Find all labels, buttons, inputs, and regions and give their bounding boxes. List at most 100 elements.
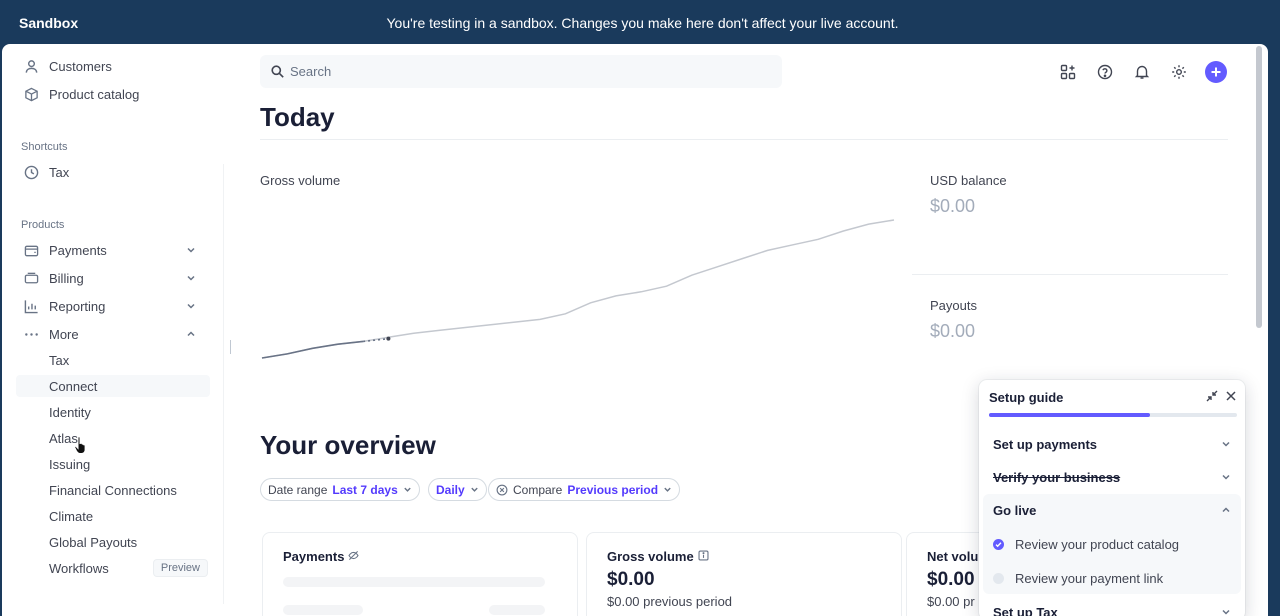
card-title-text: Payments bbox=[283, 549, 345, 564]
current-period-line bbox=[261, 340, 364, 359]
sidebar-subitem-identity[interactable]: Identity bbox=[49, 404, 91, 420]
search-placeholder: Search bbox=[290, 64, 332, 79]
net-volume-card-previous: $0.00 pr bbox=[927, 594, 975, 609]
collapse-icon[interactable] bbox=[1206, 389, 1218, 407]
sidebar-subitem-issuing[interactable]: Issuing bbox=[49, 456, 91, 472]
products-heading: Products bbox=[21, 219, 65, 231]
sidebar-subitem-climate[interactable]: Climate bbox=[49, 508, 94, 524]
current-period-projection bbox=[363, 337, 389, 343]
sandbox-message: You're testing in a sandbox. Changes you… bbox=[386, 15, 899, 31]
bell-icon[interactable] bbox=[1131, 61, 1153, 83]
chart-scroll-marker bbox=[230, 340, 231, 354]
chevron-down-icon bbox=[663, 485, 672, 494]
go-live-section bbox=[983, 494, 1241, 594]
sidebar-item-product-catalog[interactable]: Product catalog bbox=[2, 81, 212, 107]
sidebar-subitem-global-payouts[interactable]: Global Payouts bbox=[49, 534, 138, 550]
guide-task-label: Review your payment link bbox=[1015, 570, 1164, 586]
help-icon[interactable] bbox=[1094, 61, 1116, 83]
guide-group-set-up-payments[interactable]: Set up payments bbox=[993, 433, 1231, 455]
payments-card[interactable]: Payments bbox=[262, 532, 578, 616]
guide-task-review-product-catalog[interactable]: Review your product catalog bbox=[993, 533, 1179, 555]
interval-value: Daily bbox=[436, 482, 465, 497]
loading-skeleton bbox=[489, 605, 545, 615]
sidebar-item-payments[interactable]: Payments bbox=[2, 237, 212, 263]
sandbox-banner: Sandbox You're testing in a sandbox. Cha… bbox=[0, 0, 1280, 44]
net-volume-card-title: Net volu bbox=[927, 549, 979, 564]
card-title-text: Gross volume bbox=[607, 549, 694, 564]
eye-off-icon bbox=[348, 549, 360, 564]
chevron-down-icon[interactable] bbox=[183, 273, 199, 283]
header-actions bbox=[1057, 61, 1227, 83]
more-dots-icon bbox=[23, 326, 39, 342]
search-icon bbox=[271, 65, 284, 78]
setup-progress-fill bbox=[989, 413, 1151, 417]
guide-group-go-live[interactable]: Go live bbox=[993, 499, 1231, 521]
gross-volume-card[interactable]: Gross volume $0.00 $0.00 previous period bbox=[586, 532, 902, 616]
chevron-down-icon[interactable] bbox=[183, 245, 199, 255]
chevron-up-icon[interactable] bbox=[183, 329, 199, 339]
bar-chart-icon bbox=[23, 298, 39, 314]
preview-badge: Preview bbox=[152, 559, 208, 577]
sidebar-subitem-tax[interactable]: Tax bbox=[49, 352, 70, 368]
sidebar-item-tax-shortcut[interactable]: Tax bbox=[2, 159, 212, 185]
sidebar-item-label: Tax bbox=[49, 164, 70, 180]
info-icon[interactable] bbox=[698, 549, 709, 564]
chevron-down-icon bbox=[1221, 607, 1231, 616]
sidebar-subitem-connect[interactable]: Connect bbox=[16, 375, 210, 397]
clear-circle-icon[interactable] bbox=[496, 484, 508, 496]
chevron-down-icon bbox=[1221, 439, 1231, 449]
sandbox-tag: Sandbox bbox=[19, 15, 79, 31]
search-input[interactable]: Search bbox=[260, 55, 782, 88]
title-divider bbox=[260, 139, 1228, 140]
sidebar-item-billing[interactable]: Billing bbox=[2, 265, 212, 291]
guide-group-label: Go live bbox=[993, 502, 1037, 518]
loading-skeleton bbox=[283, 605, 363, 615]
sidebar-divider bbox=[223, 164, 224, 604]
date-range-filter[interactable]: Date range Last 7 days bbox=[260, 478, 420, 501]
box-icon bbox=[23, 86, 39, 102]
page-scrollbar[interactable] bbox=[1256, 46, 1262, 328]
apps-icon[interactable] bbox=[1057, 61, 1079, 83]
sidebar-subitem-workflows[interactable]: Workflows Preview bbox=[16, 557, 210, 579]
page-title: Today bbox=[260, 102, 335, 132]
previous-period-line bbox=[261, 219, 895, 359]
guide-group-label: Set up Tax bbox=[993, 604, 1058, 616]
gross-volume-card-previous: $0.00 previous period bbox=[607, 594, 733, 609]
date-range-value: Last 7 days bbox=[332, 482, 398, 497]
balance-divider bbox=[912, 274, 1228, 275]
sidebar-item-label: Billing bbox=[49, 270, 84, 286]
compare-label: Compare bbox=[513, 482, 563, 497]
guide-task-review-payment-link[interactable]: Review your payment link bbox=[993, 567, 1163, 589]
sidebar-item-customers[interactable]: Customers bbox=[2, 53, 212, 79]
compare-filter[interactable]: Compare Previous period bbox=[488, 478, 681, 501]
chevron-down-icon bbox=[1221, 472, 1231, 482]
usd-balance-label: USD balance bbox=[930, 173, 1007, 188]
payouts-label: Payouts bbox=[930, 298, 977, 313]
interval-filter[interactable]: Daily bbox=[428, 478, 487, 501]
guide-group-set-up-tax[interactable]: Set up Tax bbox=[993, 601, 1231, 616]
empty-circle-icon bbox=[993, 572, 1004, 584]
setup-guide-title: Setup guide bbox=[989, 390, 1064, 405]
wallet-icon bbox=[23, 242, 39, 258]
close-icon[interactable] bbox=[1225, 389, 1237, 407]
payments-card-title: Payments bbox=[283, 549, 360, 564]
guide-group-verify-business[interactable]: Verify your business bbox=[993, 466, 1231, 488]
shortcuts-heading: Shortcuts bbox=[21, 141, 68, 153]
sidebar-item-label: Customers bbox=[49, 58, 112, 74]
sidebar-subitem-financial-connections[interactable]: Financial Connections bbox=[49, 482, 177, 498]
chevron-down-icon[interactable] bbox=[183, 301, 199, 311]
sidebar-item-more[interactable]: More bbox=[2, 321, 212, 347]
sidebar-item-reporting[interactable]: Reporting bbox=[2, 293, 212, 319]
plus-icon[interactable] bbox=[1205, 61, 1227, 83]
sidebar-subitem-atlas[interactable]: Atlas bbox=[49, 430, 78, 446]
gear-icon[interactable] bbox=[1168, 61, 1190, 83]
gross-volume-card-value: $0.00 bbox=[607, 569, 655, 590]
check-circle-icon bbox=[993, 538, 1004, 550]
guide-group-label: Set up payments bbox=[993, 436, 1098, 452]
sidebar-item-label: Product catalog bbox=[49, 86, 140, 102]
setup-guide-panel: Setup guide Set up payments Verify your … bbox=[979, 380, 1245, 616]
guide-task-label: Review your product catalog bbox=[1015, 536, 1180, 552]
compare-value: Previous period bbox=[567, 482, 659, 497]
user-icon bbox=[23, 58, 39, 74]
mouse-pointer-icon bbox=[74, 436, 88, 459]
